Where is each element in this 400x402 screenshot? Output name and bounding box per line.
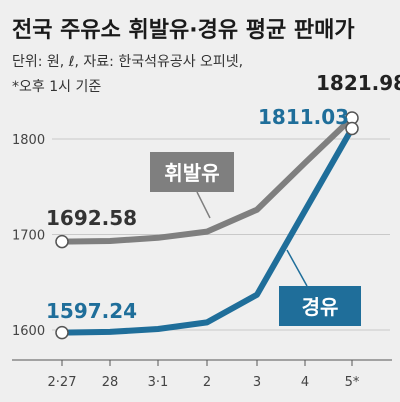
gasoline-data-point — [304, 162, 306, 164]
x-tick-label: 28 — [102, 375, 119, 390]
diesel-end-value: 1811.03 — [258, 105, 349, 129]
gasoline-data-point — [256, 209, 258, 211]
gasoline-data-point — [157, 237, 159, 239]
gasoline-series-name: 휘발유 — [164, 161, 219, 185]
x-tick-label: 2·27 — [48, 375, 77, 390]
x-tick-label: 3·1 — [148, 375, 169, 390]
source-note: 단위: 원, ℓ, 자료: 한국석유공사 오피넷, — [12, 54, 243, 70]
diesel-data-point — [55, 325, 69, 340]
x-tick-label: 2 — [203, 375, 211, 390]
gasoline-data-point — [109, 240, 111, 242]
diesel-label-tag: 경유 — [279, 249, 361, 326]
diesel-data-point — [206, 321, 208, 323]
gasoline-data-point — [55, 234, 69, 249]
diesel-data-point — [157, 328, 159, 330]
diesel-data-point — [304, 210, 306, 212]
gasoline-data-point — [206, 231, 208, 233]
gasoline-end-value: 1821.98 — [316, 71, 400, 95]
chart-title: 전국 주유소 휘발유·경유 평균 판매가 — [12, 18, 355, 43]
y-tick-label: 1600 — [12, 324, 45, 339]
x-axis: 2·27 28 3·1 2 3 4 5* — [12, 359, 392, 390]
y-tick-label: 1700 — [12, 229, 45, 244]
gasoline-start-value: 1692.58 — [46, 206, 137, 230]
diesel-data-point — [256, 294, 258, 296]
diesel-data-point — [345, 121, 359, 136]
series-layer — [55, 111, 359, 340]
gasoline-label-tag: 휘발유 — [150, 152, 234, 219]
diesel-start-value: 1597.24 — [46, 299, 137, 323]
diesel-series-name: 경유 — [302, 295, 339, 319]
x-tick-label: 3 — [253, 375, 261, 390]
x-tick-label: 5* — [345, 375, 360, 390]
time-note: *오후 1시 기준 — [12, 79, 101, 95]
y-axis: 1600 1700 1800 — [12, 133, 45, 339]
y-tick-label: 1800 — [12, 133, 45, 148]
x-tick-label: 4 — [301, 375, 309, 390]
diesel-data-point — [109, 331, 111, 333]
